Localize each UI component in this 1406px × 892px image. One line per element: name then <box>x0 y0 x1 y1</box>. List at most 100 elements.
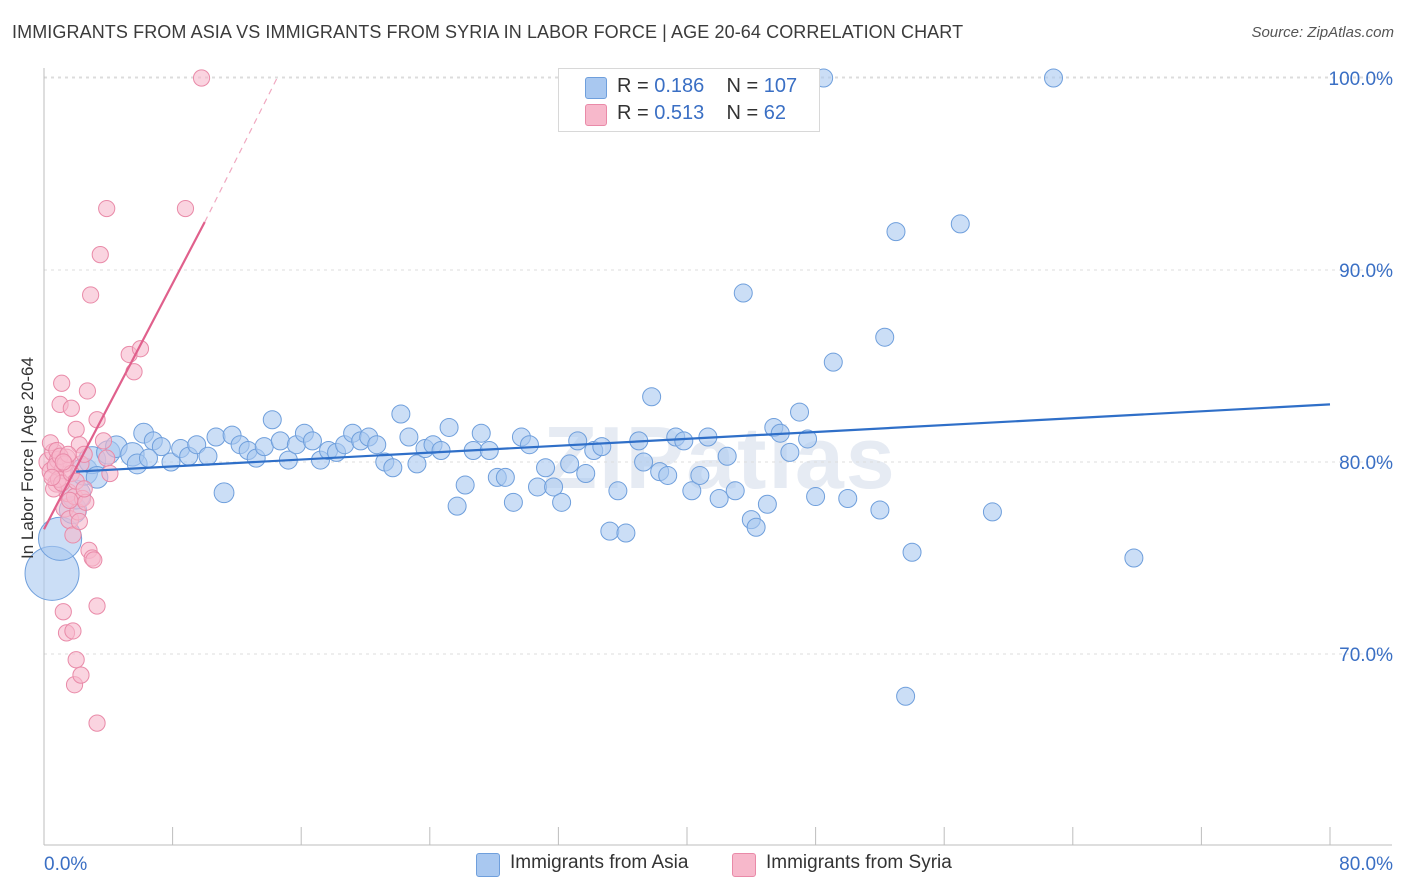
legend-asia-r-value: 0.186 <box>654 75 705 97</box>
legend-syria-r-value: 0.513 <box>654 102 705 124</box>
bottom-legend-swatch-syria <box>732 853 756 877</box>
asia-point-68 <box>608 481 628 501</box>
legend-asia-n-label: N = <box>726 75 759 97</box>
asia-point-48 <box>447 496 467 516</box>
x-tick-labels: 0.0% 80.0% <box>44 854 1393 875</box>
asia-point-78 <box>690 465 710 485</box>
legend-swatch-syria <box>585 104 607 126</box>
asia-point-12 <box>151 437 171 457</box>
syria-point-22 <box>78 382 97 400</box>
asia-point-101 <box>950 214 970 234</box>
asia-point-42 <box>399 427 419 447</box>
syria-point-55 <box>61 491 79 509</box>
syria-point-32 <box>54 603 72 621</box>
syria-point-38 <box>88 597 106 615</box>
x-tick-label-max: 80.0% <box>1339 854 1393 875</box>
asia-point-41 <box>391 404 411 424</box>
y-axis-label: In Labor Force | Age 20-64 <box>18 357 37 559</box>
asia-point-26 <box>270 431 290 451</box>
asia-point-54 <box>495 467 515 487</box>
syria-point-60 <box>43 468 61 486</box>
trend-line-asia <box>76 403 1331 473</box>
asia-point-96 <box>870 500 890 520</box>
syria-point-27 <box>88 411 106 429</box>
asia-point-63 <box>568 431 588 451</box>
legend-syria-n-value: 62 <box>763 102 787 124</box>
syria-point-29 <box>94 432 113 450</box>
asia-point-49 <box>455 475 475 495</box>
asia-point-30 <box>302 431 322 451</box>
gridlines <box>44 76 1392 655</box>
syria-point-12 <box>62 399 80 417</box>
syria-point-6 <box>53 374 71 392</box>
asia-point-38 <box>367 435 387 455</box>
legend-syria-n-label: N = <box>726 102 759 124</box>
asia-point-69 <box>616 523 636 543</box>
legend-asia-n-value: 107 <box>763 75 798 97</box>
asia-point-55 <box>503 492 523 512</box>
syria-point-37 <box>72 666 90 684</box>
syria-point-40 <box>98 199 116 218</box>
trend-line-syria <box>43 221 206 530</box>
asia-point-76 <box>674 431 694 451</box>
syria-point-30 <box>98 449 116 467</box>
asia-point-95 <box>838 488 858 508</box>
series-syria-points <box>38 69 211 732</box>
x-tick-label-min: 0.0% <box>44 854 87 875</box>
asia-point-43 <box>407 454 427 474</box>
asia-point-67 <box>600 521 620 541</box>
asia-point-80 <box>709 488 729 508</box>
asia-point-51 <box>471 423 491 443</box>
asia-point-100 <box>902 542 922 562</box>
syria-point-28 <box>91 246 109 264</box>
asia-point-64 <box>576 464 596 484</box>
bottom-legend-swatch-asia <box>476 853 500 877</box>
chart-title: IMMIGRANTS FROM ASIA VS IMMIGRANTS FROM … <box>12 22 964 42</box>
y-tick-label-80: 80.0% <box>1339 453 1393 474</box>
asia-point-66 <box>592 437 612 457</box>
asia-point-103 <box>1044 68 1064 88</box>
legend-syria-r-label: R = <box>617 102 649 124</box>
asia-point-58 <box>528 477 548 497</box>
asia-point-24 <box>254 437 274 457</box>
syria-point-26 <box>85 551 103 569</box>
series-asia-points <box>24 68 1144 706</box>
asia-point-97 <box>875 327 895 347</box>
asia-point-98 <box>886 222 906 242</box>
legend-swatch-asia <box>585 77 607 99</box>
asia-point-25 <box>262 410 282 430</box>
asia-point-18 <box>206 427 226 447</box>
asia-point-91 <box>798 429 818 449</box>
asia-point-60 <box>544 477 564 497</box>
asia-point-92 <box>806 487 826 507</box>
asia-point-81 <box>717 446 737 466</box>
asia-point-90 <box>790 402 810 422</box>
asia-point-102 <box>982 502 1002 522</box>
asia-point-85 <box>746 517 766 537</box>
asia-point-83 <box>733 283 753 303</box>
syria-point-44 <box>176 199 195 218</box>
y-tick-label-90: 90.0% <box>1339 261 1393 282</box>
asia-point-86 <box>757 494 777 514</box>
asia-point-17 <box>198 446 218 466</box>
asia-point-71 <box>634 452 654 472</box>
asia-point-57 <box>519 435 539 455</box>
asia-point-77 <box>682 481 702 501</box>
y-tick-label-70: 70.0% <box>1339 645 1393 666</box>
asia-point-89 <box>780 442 800 462</box>
asia-point-16 <box>187 435 207 455</box>
syria-point-45 <box>192 69 211 87</box>
y-tick-labels: 70.0% 80.0% 90.0% 100.0% <box>1329 69 1394 666</box>
asia-point-74 <box>658 465 678 485</box>
asia-point-82 <box>725 481 745 501</box>
asia-point-19 <box>213 482 235 504</box>
asia-point-106 <box>138 448 158 468</box>
asia-point-40 <box>383 458 403 478</box>
bottom-legend-label-asia: Immigrants from Asia <box>510 852 689 873</box>
syria-point-36 <box>67 651 85 669</box>
asia-point-99 <box>896 686 916 706</box>
asia-point-62 <box>560 454 580 474</box>
legend-asia-r-label: R = <box>617 75 649 97</box>
asia-point-72 <box>642 387 662 407</box>
